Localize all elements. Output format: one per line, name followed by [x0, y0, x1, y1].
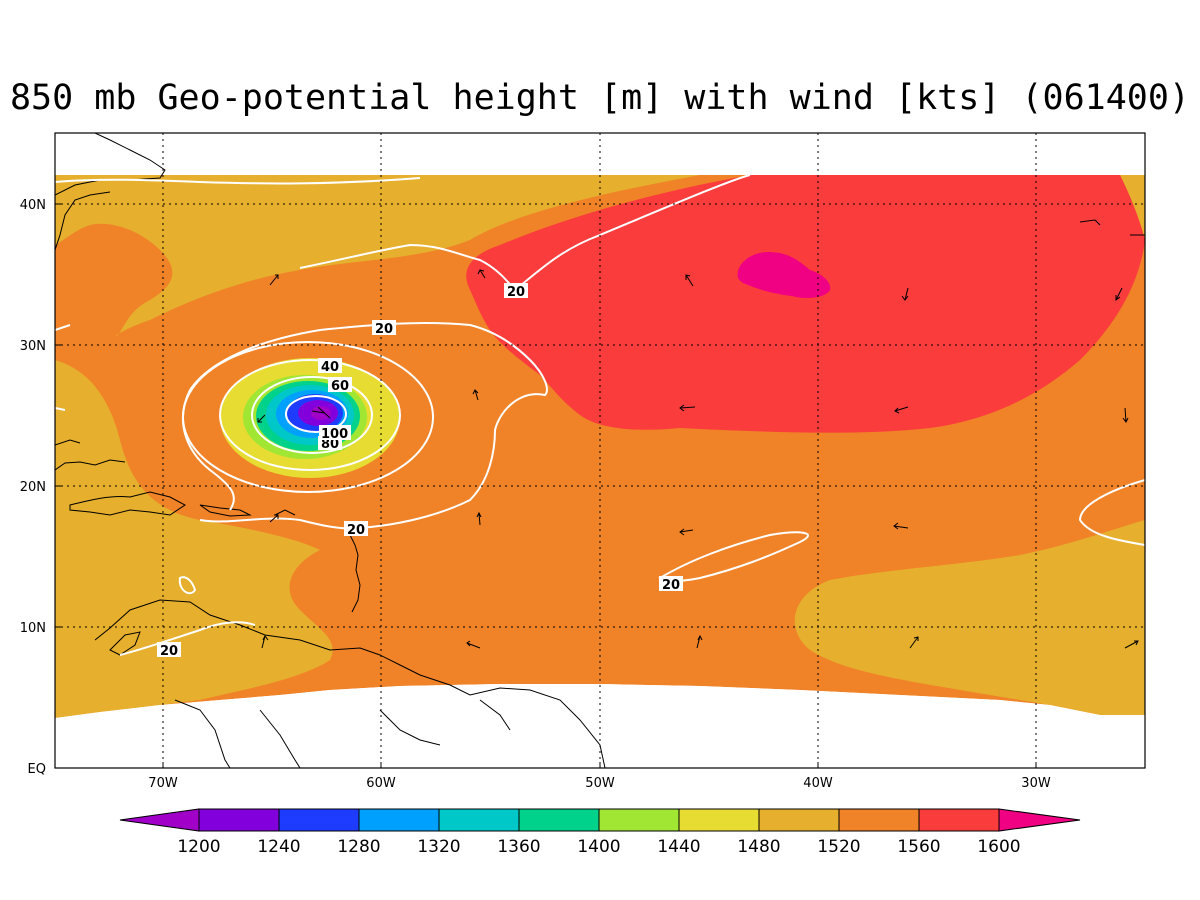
colorbar-label-1200: 1200	[177, 837, 220, 857]
x-tick-40w: 40W	[803, 776, 833, 791]
colorbar-bin-1240	[278, 808, 360, 832]
x-tick-60w: 60W	[366, 776, 396, 791]
wind-arrows	[257, 269, 1139, 649]
contour-label-d: 20	[662, 578, 680, 593]
colorbar-bin-1360	[518, 808, 600, 832]
colorbar-bin-1440	[678, 808, 760, 832]
colorbar-bin-1200	[198, 808, 280, 832]
contour-label-i: 100	[321, 427, 348, 442]
x-tick-30w: 30W	[1021, 776, 1051, 791]
contour-label-a: 20	[507, 285, 525, 300]
y-tick-eq: EQ	[28, 762, 46, 777]
band-1520-ne	[1120, 175, 1145, 240]
band-1600-plus	[737, 252, 831, 298]
y-tick-30n: 30N	[20, 339, 46, 354]
contour-label-f: 40	[321, 360, 339, 375]
y-tick-10n: 10N	[20, 621, 46, 636]
contour-label-e: 20	[160, 644, 178, 659]
colorbar-high-arrow	[998, 808, 1081, 832]
colorbar-label-1400: 1400	[577, 837, 620, 857]
band-1200-low	[311, 406, 331, 420]
colorbar-bin-1480	[758, 808, 840, 832]
contour-label-c: 20	[347, 523, 365, 538]
colorbar-label-1440: 1440	[657, 837, 700, 857]
colorbar-label-1320: 1320	[417, 837, 460, 857]
colorbar-label-1560: 1560	[897, 837, 940, 857]
contour-label-b: 20	[375, 322, 393, 337]
x-axis-labels: 70W 60W 50W 40W 30W	[148, 776, 1051, 791]
colorbar: 1200 1240 1280 1320 1360 1400 1440 1480 …	[119, 808, 1081, 857]
contour-labels: 20 20 20 20 20 40 60 80 100	[157, 283, 683, 659]
colorbar-low-arrow	[119, 808, 200, 832]
plot-area: 20 20 20 20 20 40 60 80 100	[55, 133, 1145, 768]
contour-label-g: 60	[331, 379, 349, 394]
tick-marks	[55, 203, 1037, 769]
colorbar-bin-1400	[598, 808, 680, 832]
colorbar-label-1520: 1520	[817, 837, 860, 857]
y-axis-labels: EQ 10N 20N 30N 40N	[20, 198, 46, 777]
colorbar-bin-1280	[358, 808, 440, 832]
x-tick-50w: 50W	[585, 776, 615, 791]
colorbar-label-1480: 1480	[737, 837, 780, 857]
chart-title: 850 mb Geo-potential height [m] with win…	[9, 78, 1191, 118]
band-1520-east	[794, 520, 1145, 715]
colorbar-label-1280: 1280	[337, 837, 380, 857]
colorbar-bin-1320	[438, 808, 520, 832]
contour-label-h: 80	[321, 437, 339, 452]
coastlines	[55, 133, 1145, 768]
band-1600	[466, 175, 1145, 433]
y-tick-20n: 20N	[20, 480, 46, 495]
colorbar-bin-1520	[838, 808, 920, 832]
y-tick-40n: 40N	[20, 198, 46, 213]
no-data-region	[55, 684, 1145, 768]
band-1520-west	[55, 360, 333, 718]
colorbar-label-1360: 1360	[497, 837, 540, 857]
colorbar-bin-1560	[918, 808, 1000, 832]
colorbar-label-1600: 1600	[977, 837, 1020, 857]
colorbar-label-1240: 1240	[257, 837, 300, 857]
grid-lines	[55, 133, 1145, 768]
band-1520-north	[55, 175, 700, 337]
x-tick-70w: 70W	[148, 776, 178, 791]
